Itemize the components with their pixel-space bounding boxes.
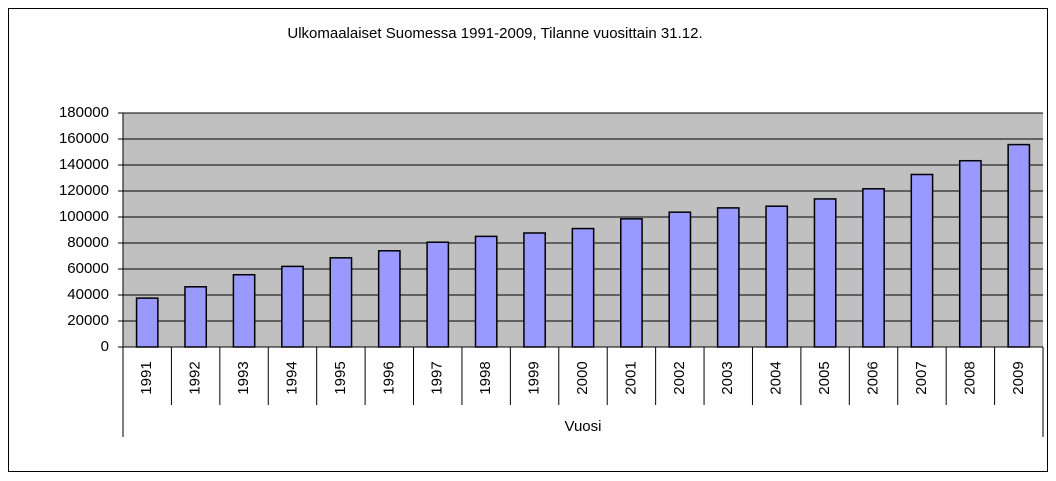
y-tick-label: 120000 — [59, 182, 109, 199]
x-tick-label: 2007 — [913, 361, 930, 394]
x-tick-label: 1993 — [235, 361, 252, 394]
bar — [910, 173, 934, 348]
y-tick-label: 160000 — [59, 130, 109, 147]
x-tick-label: 1991 — [138, 361, 155, 394]
y-tick-label: 80000 — [67, 234, 109, 251]
bar — [232, 273, 256, 348]
bar — [135, 297, 159, 348]
x-tick-label: 2000 — [574, 361, 591, 394]
bar — [1007, 143, 1031, 348]
x-tick-label: 2005 — [816, 361, 833, 394]
y-tick-label: 0 — [101, 338, 109, 355]
y-tick-label: 20000 — [67, 312, 109, 329]
x-tick-label: 2004 — [768, 361, 785, 394]
bar — [523, 232, 546, 348]
bar — [813, 198, 837, 348]
y-tick-label: 40000 — [67, 286, 109, 303]
y-tick-label: 100000 — [59, 208, 109, 225]
x-tick-label: 1992 — [187, 361, 204, 394]
x-tick-label: 2002 — [671, 361, 688, 394]
bar — [862, 188, 885, 348]
bar — [281, 265, 304, 348]
bar — [329, 257, 353, 348]
x-tick-label: 1999 — [526, 361, 543, 394]
bar — [184, 286, 208, 348]
x-axis-label: Vuosi — [565, 418, 602, 435]
x-tick-label: 1997 — [429, 361, 446, 394]
y-tick-label: 60000 — [67, 260, 109, 277]
x-tick-label: 2008 — [961, 361, 978, 394]
bar — [958, 159, 982, 348]
bar — [571, 227, 595, 348]
y-tick-label: 140000 — [59, 156, 109, 173]
x-tick-label: 1995 — [332, 361, 349, 394]
bar — [377, 250, 401, 348]
bar — [765, 205, 789, 348]
bar — [426, 241, 450, 348]
x-tick-label: 2006 — [864, 361, 881, 394]
y-tick-label: 180000 — [59, 104, 109, 121]
x-tick-label: 2009 — [1010, 361, 1027, 394]
chart-title: Ulkomaalaiset Suomessa 1991-2009, Tilann… — [287, 25, 702, 42]
x-tick-label: 2001 — [622, 361, 639, 394]
x-tick-label: 1994 — [283, 361, 300, 394]
bar — [668, 211, 692, 348]
x-tick-label: 1996 — [380, 361, 397, 394]
x-tick-label: 1998 — [477, 361, 494, 394]
x-tick-label: 2003 — [719, 361, 736, 394]
bar — [716, 207, 740, 348]
bar — [620, 218, 643, 348]
bar — [474, 235, 498, 348]
